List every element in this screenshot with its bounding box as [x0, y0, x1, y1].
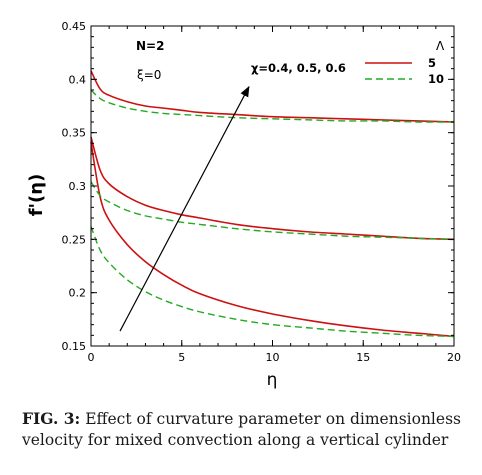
x-axis: 0 5 10 15 20 — [88, 26, 461, 364]
x-tick-label: 5 — [178, 351, 185, 364]
x-axis-label: η — [267, 370, 278, 390]
x-tick-label: 10 — [266, 351, 280, 364]
series-line-chi-0.5-lambda-10 — [90, 181, 455, 241]
legend-label-5: 5 — [428, 56, 436, 70]
legend: Λ 5 10 — [365, 39, 445, 86]
series-line-chi-0.6-lambda-5 — [90, 70, 455, 123]
x-tick-label: 0 — [88, 351, 95, 364]
annotation-n: N=2 — [136, 39, 164, 53]
y-axis: 0.15 0.2 0.25 0.3 0.35 0.4 0.45 — [62, 20, 454, 353]
figure-caption: FIG. 3: Effect of curvature parameter on… — [22, 408, 472, 451]
series-line-chi-0.6-lambda-10 — [90, 89, 455, 123]
y-axis-label: f'(η) — [26, 174, 47, 217]
y-tick-label: 0.25 — [62, 233, 87, 246]
series-line-chi-0.4-lambda-5 — [90, 142, 455, 338]
increase-arrow — [119, 85, 250, 332]
y-tick-label: 0.4 — [69, 73, 87, 86]
series-line-chi-0.5-lambda-5 — [90, 136, 455, 241]
y-tick-label: 0.15 — [62, 340, 87, 353]
x-tick-label: 15 — [356, 351, 370, 364]
y-tick-label: 0.35 — [62, 127, 87, 140]
x-tick-label: 20 — [447, 351, 461, 364]
chart: 0 5 10 15 20 0.15 0.2 0.25 0.3 0.35 0.4 0.45 η f'(… — [26, 20, 461, 390]
y-tick-label: 0.3 — [69, 180, 87, 193]
series-layer — [90, 70, 455, 338]
annotation-xi: ξ=0 — [137, 68, 161, 82]
annotation-chi: χ=0.4, 0.5, 0.6 — [251, 61, 346, 75]
legend-title: Λ — [436, 39, 445, 53]
y-tick-label: 0.45 — [62, 20, 87, 33]
caption-label: FIG. 3: — [22, 409, 81, 428]
legend-label-10: 10 — [428, 72, 444, 86]
caption-text: Effect of curvature parameter on dimensi… — [22, 410, 461, 449]
y-tick-label: 0.2 — [69, 287, 87, 300]
series-line-chi-0.4-lambda-10 — [90, 226, 455, 338]
